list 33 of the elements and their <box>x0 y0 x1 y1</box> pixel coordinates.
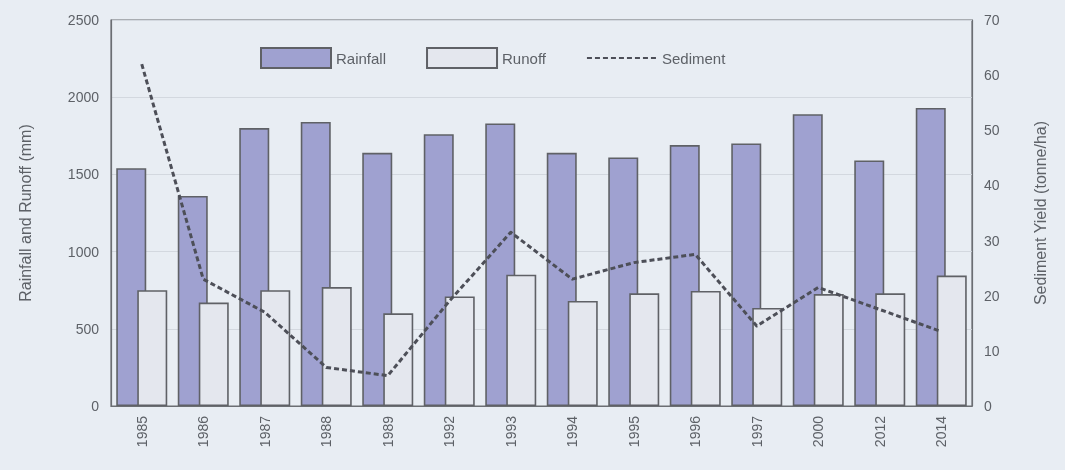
y-tick-label: 0 <box>91 398 100 414</box>
x-tick-label: 2012 <box>871 415 888 448</box>
y-tick-label: 2000 <box>67 89 100 106</box>
x-tick-label: 1997 <box>748 415 765 448</box>
legend-label: Rainfall <box>336 49 387 67</box>
y2-tick-label: 10 <box>984 342 1000 359</box>
y-tick-label: 500 <box>75 320 100 337</box>
y2-tick-label: 60 <box>984 67 1000 84</box>
y2-tick-label: 30 <box>984 232 1000 249</box>
y-axis-title: Rainfall and Runoff (mm) <box>16 124 34 302</box>
x-tick-label: 1987 <box>256 415 273 448</box>
x-tick-label: 1995 <box>625 415 642 448</box>
legend-label: Runoff <box>502 49 547 67</box>
y-tick-label: 1500 <box>67 166 100 183</box>
x-tick-label: 1993 <box>502 415 519 448</box>
y2-tick-label: 0 <box>984 398 992 414</box>
x-tick-label: 2014 <box>933 415 950 448</box>
x-tick-label: 2000 <box>810 415 827 448</box>
x-tick-label: 1986 <box>195 415 212 448</box>
x-tick-label: 1994 <box>564 415 581 448</box>
x-tick-label: 1988 <box>318 415 335 448</box>
x-tick-label: 1985 <box>133 415 150 448</box>
y2-axis-title: Sediment Yield (tonne/ha) <box>1031 120 1049 306</box>
y2-tick-label: 50 <box>984 122 1000 139</box>
y-tick-label: 2500 <box>67 12 100 28</box>
y2-tick-label: 70 <box>984 12 1000 28</box>
y-tick-label: 1000 <box>67 243 100 260</box>
x-tick-label: 1992 <box>441 415 458 448</box>
x-tick-label: 1996 <box>687 415 704 448</box>
y2-tick-label: 40 <box>984 177 1000 194</box>
legend-label: Sediment <box>661 49 727 67</box>
x-tick-label: 1989 <box>379 415 396 448</box>
y2-tick-label: 20 <box>984 287 1000 304</box>
